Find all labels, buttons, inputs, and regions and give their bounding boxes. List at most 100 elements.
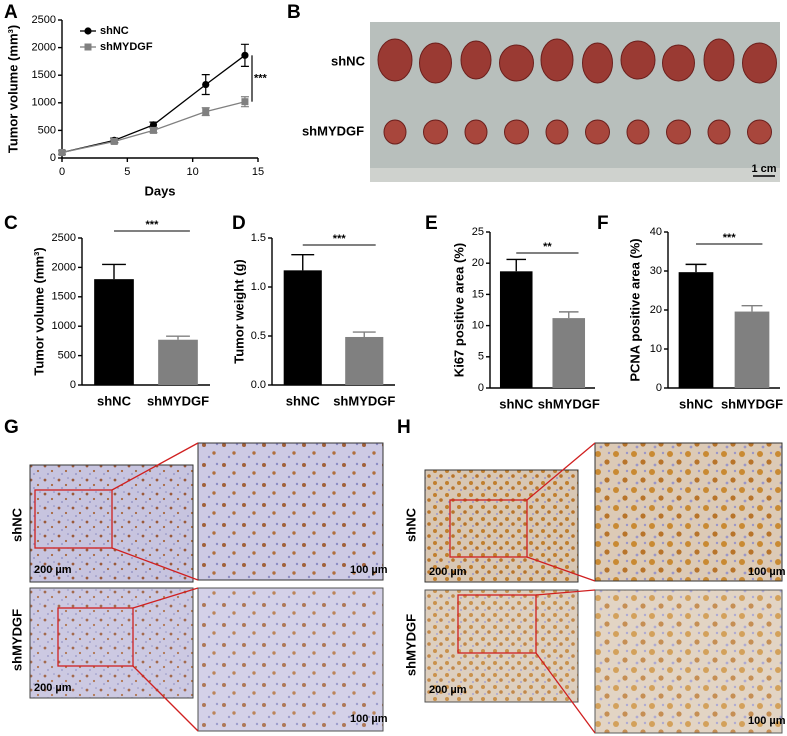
y-axis-label: PCNA positive area (%) [627,238,642,381]
error-bar [741,305,763,312]
scale-label: 100 µm [748,566,786,578]
legend-label: shMYDGF [100,41,153,53]
tumor [620,40,656,80]
significance-label: *** [146,219,160,231]
series-line [61,54,246,154]
row-label: shNC [9,507,24,542]
tumor [703,38,735,82]
y-tick-label: 10 [650,343,662,355]
legend-marker [84,43,92,51]
photo-panel-h: H shNC shMYDGF 200 µm 100 µm 200 µm 100 … [397,417,786,734]
scale-label: 100 µm [350,713,388,725]
error-bar [352,331,376,337]
ruler [370,168,780,182]
chart: D Tumor weight (g) 0.0 0.5 1.0 1.5 shNC shMYDGF… [231,213,395,408]
x-tick-label: shMYDGF [538,396,600,411]
y-tick-label: 30 [650,265,662,277]
y-tick-label: 2500 [32,14,56,26]
tumor [464,119,488,145]
y-tick-label: 20 [472,257,484,269]
zoom-indicators [34,442,199,732]
tumor [499,44,534,82]
y-tick-label: 10 [472,320,484,332]
y-axis-label: Tumor volume (mm³) [5,25,20,153]
ihc-image [424,589,579,703]
tumor [742,42,777,84]
zoom-indicators [449,442,596,734]
tumor [377,38,413,82]
photo-panel-g: G shNC shMYDGF 200 µm 100 µm 200 µm 100 … [4,417,388,732]
y-axis-label: Tumor volume (mm³) [31,247,46,375]
x-tick-label: shMYDGF [721,396,783,411]
scale-label: 200 µm [429,684,467,696]
bar [94,279,134,385]
point [241,51,249,59]
tumor [383,119,407,145]
tumor [419,42,452,84]
significance-label: *** [254,72,268,84]
scale-label: 200 µm [34,564,72,576]
y-tick-label: 0.0 [251,379,266,391]
bar [678,272,714,388]
chart: F PCNA positive area (%) 0 10 20 30 40 shNC shMY… [597,213,783,411]
y-tick-label: 0 [70,379,76,391]
tumors [377,38,777,145]
point [149,121,158,129]
y-tick-label: 2000 [32,42,56,54]
legend-marker [84,27,92,35]
tumor [662,44,695,82]
error-bar [685,263,707,273]
row-label: shMYDGF [403,614,418,676]
ihc-zoom [197,442,384,581]
y-tick-label: 500 [38,124,56,136]
bar [734,311,770,388]
y-tick-label: 0.5 [251,330,266,342]
bar [158,339,198,385]
x-tick-label: shNC [499,396,534,411]
point [202,108,210,116]
x-tick-label: shNC [97,393,132,408]
scale-label: 1 cm [751,163,776,175]
y-tick-label: 1000 [52,320,76,332]
x-tick-label: shNC [679,396,714,411]
y-tick-label: 15 [472,288,484,300]
y-axis-label: Tumor weight (g) [231,259,246,363]
x-tick-label: 10 [187,166,199,178]
tumor [582,42,613,84]
error-bar [102,263,126,280]
ihc-zoom [594,589,783,734]
error-bar [166,335,190,340]
y-tick-label: 20 [650,304,662,316]
legend-label: shNC [100,25,129,37]
chart: A Tumor volume (mm³) 0 500 1000 1500 2000 2500 0… [4,2,268,198]
point [241,98,249,106]
tumor [504,119,529,145]
ihc-image [29,587,194,699]
y-tick-label: 1.5 [251,232,266,244]
tumor [540,38,574,82]
y-tick-label: 0 [478,382,484,394]
tumor [626,119,650,145]
bar [499,271,533,388]
panel-letter: H [397,417,411,438]
panel-letter: C [4,213,18,234]
significance-label: *** [333,233,347,245]
error-bar [506,258,527,272]
panel-letter: A [4,2,18,23]
y-tick-label: 2500 [52,232,76,244]
panel-letter: F [597,213,609,234]
photo-panel-b: B shNC shMYDGF 1 cm [287,2,780,182]
point [202,80,210,89]
x-tick-label: 15 [252,166,264,178]
bar [283,270,322,385]
chart: E Ki67 positive area (%) 0 5 10 15 20 25 shNC shM… [425,213,600,411]
scale-label: 100 µm [748,715,786,727]
panel-letter: E [425,213,438,234]
tumor [460,40,492,80]
tumor [747,119,772,145]
point [58,148,66,156]
tumor [545,119,569,145]
y-tick-label: 40 [650,226,662,238]
